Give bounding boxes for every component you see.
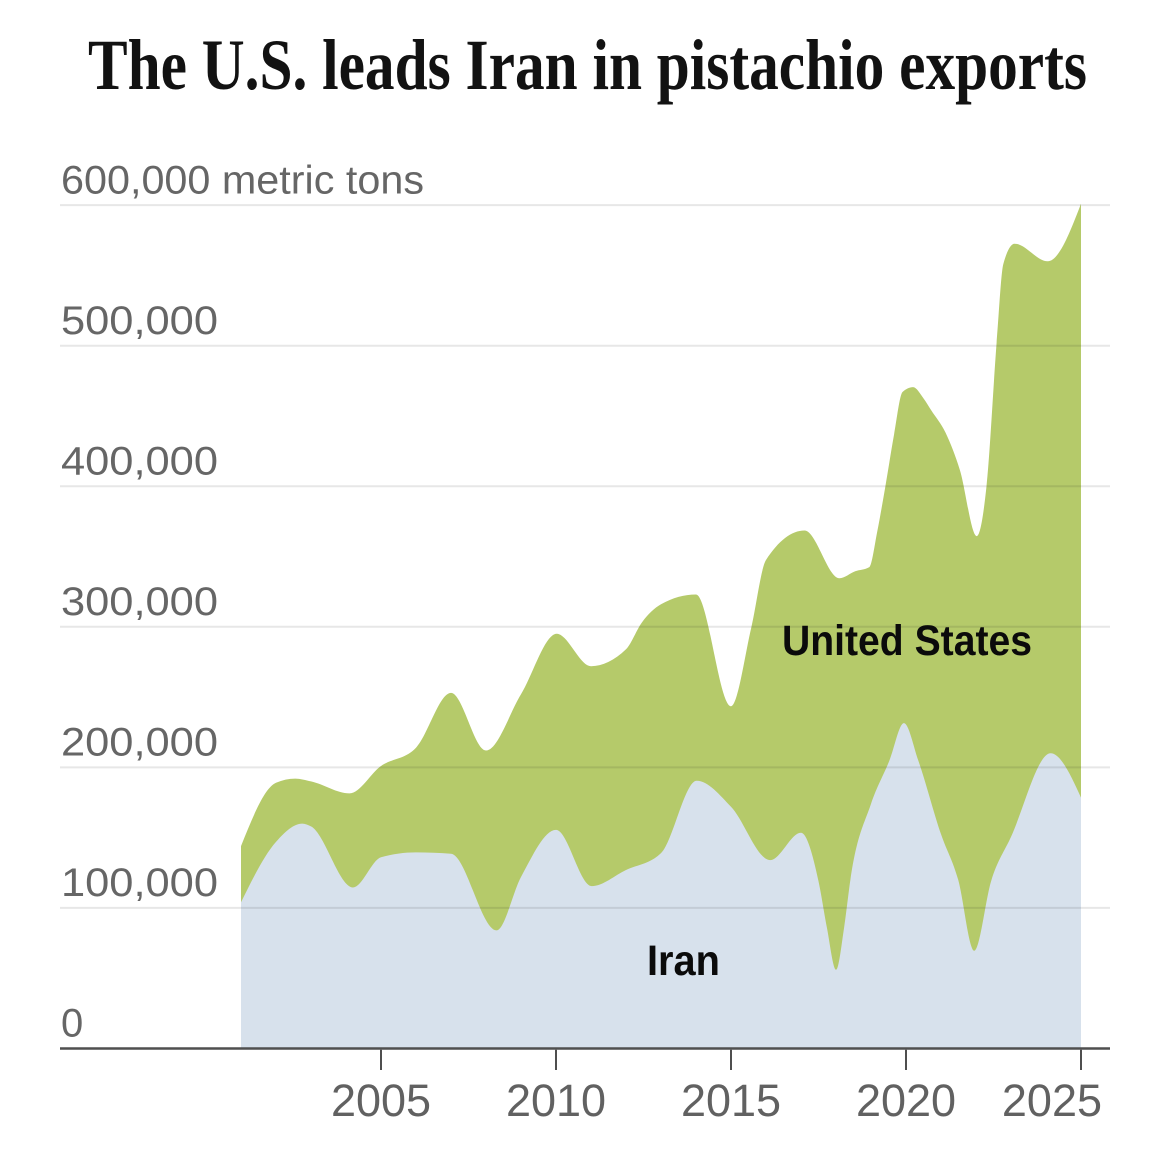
svg-text:200,000: 200,000 — [61, 721, 218, 765]
svg-text:2005: 2005 — [331, 1075, 431, 1126]
svg-text:400,000: 400,000 — [61, 439, 218, 483]
svg-text:100,000: 100,000 — [61, 861, 218, 905]
svg-text:Iran: Iran — [647, 937, 720, 985]
svg-text:2010: 2010 — [506, 1075, 606, 1126]
svg-text:0: 0 — [61, 1002, 83, 1046]
svg-text:United States: United States — [782, 617, 1032, 665]
svg-text:2025: 2025 — [1002, 1075, 1102, 1126]
svg-text:600,000 metric tons: 600,000 metric tons — [61, 158, 424, 202]
svg-text:300,000: 300,000 — [61, 580, 218, 624]
svg-text:2015: 2015 — [681, 1075, 781, 1126]
svg-text:2020: 2020 — [856, 1075, 956, 1126]
svg-text:500,000: 500,000 — [61, 299, 218, 343]
svg-text:The U.S. leads Iran in pistach: The U.S. leads Iran in pistachio exports — [88, 25, 1087, 105]
